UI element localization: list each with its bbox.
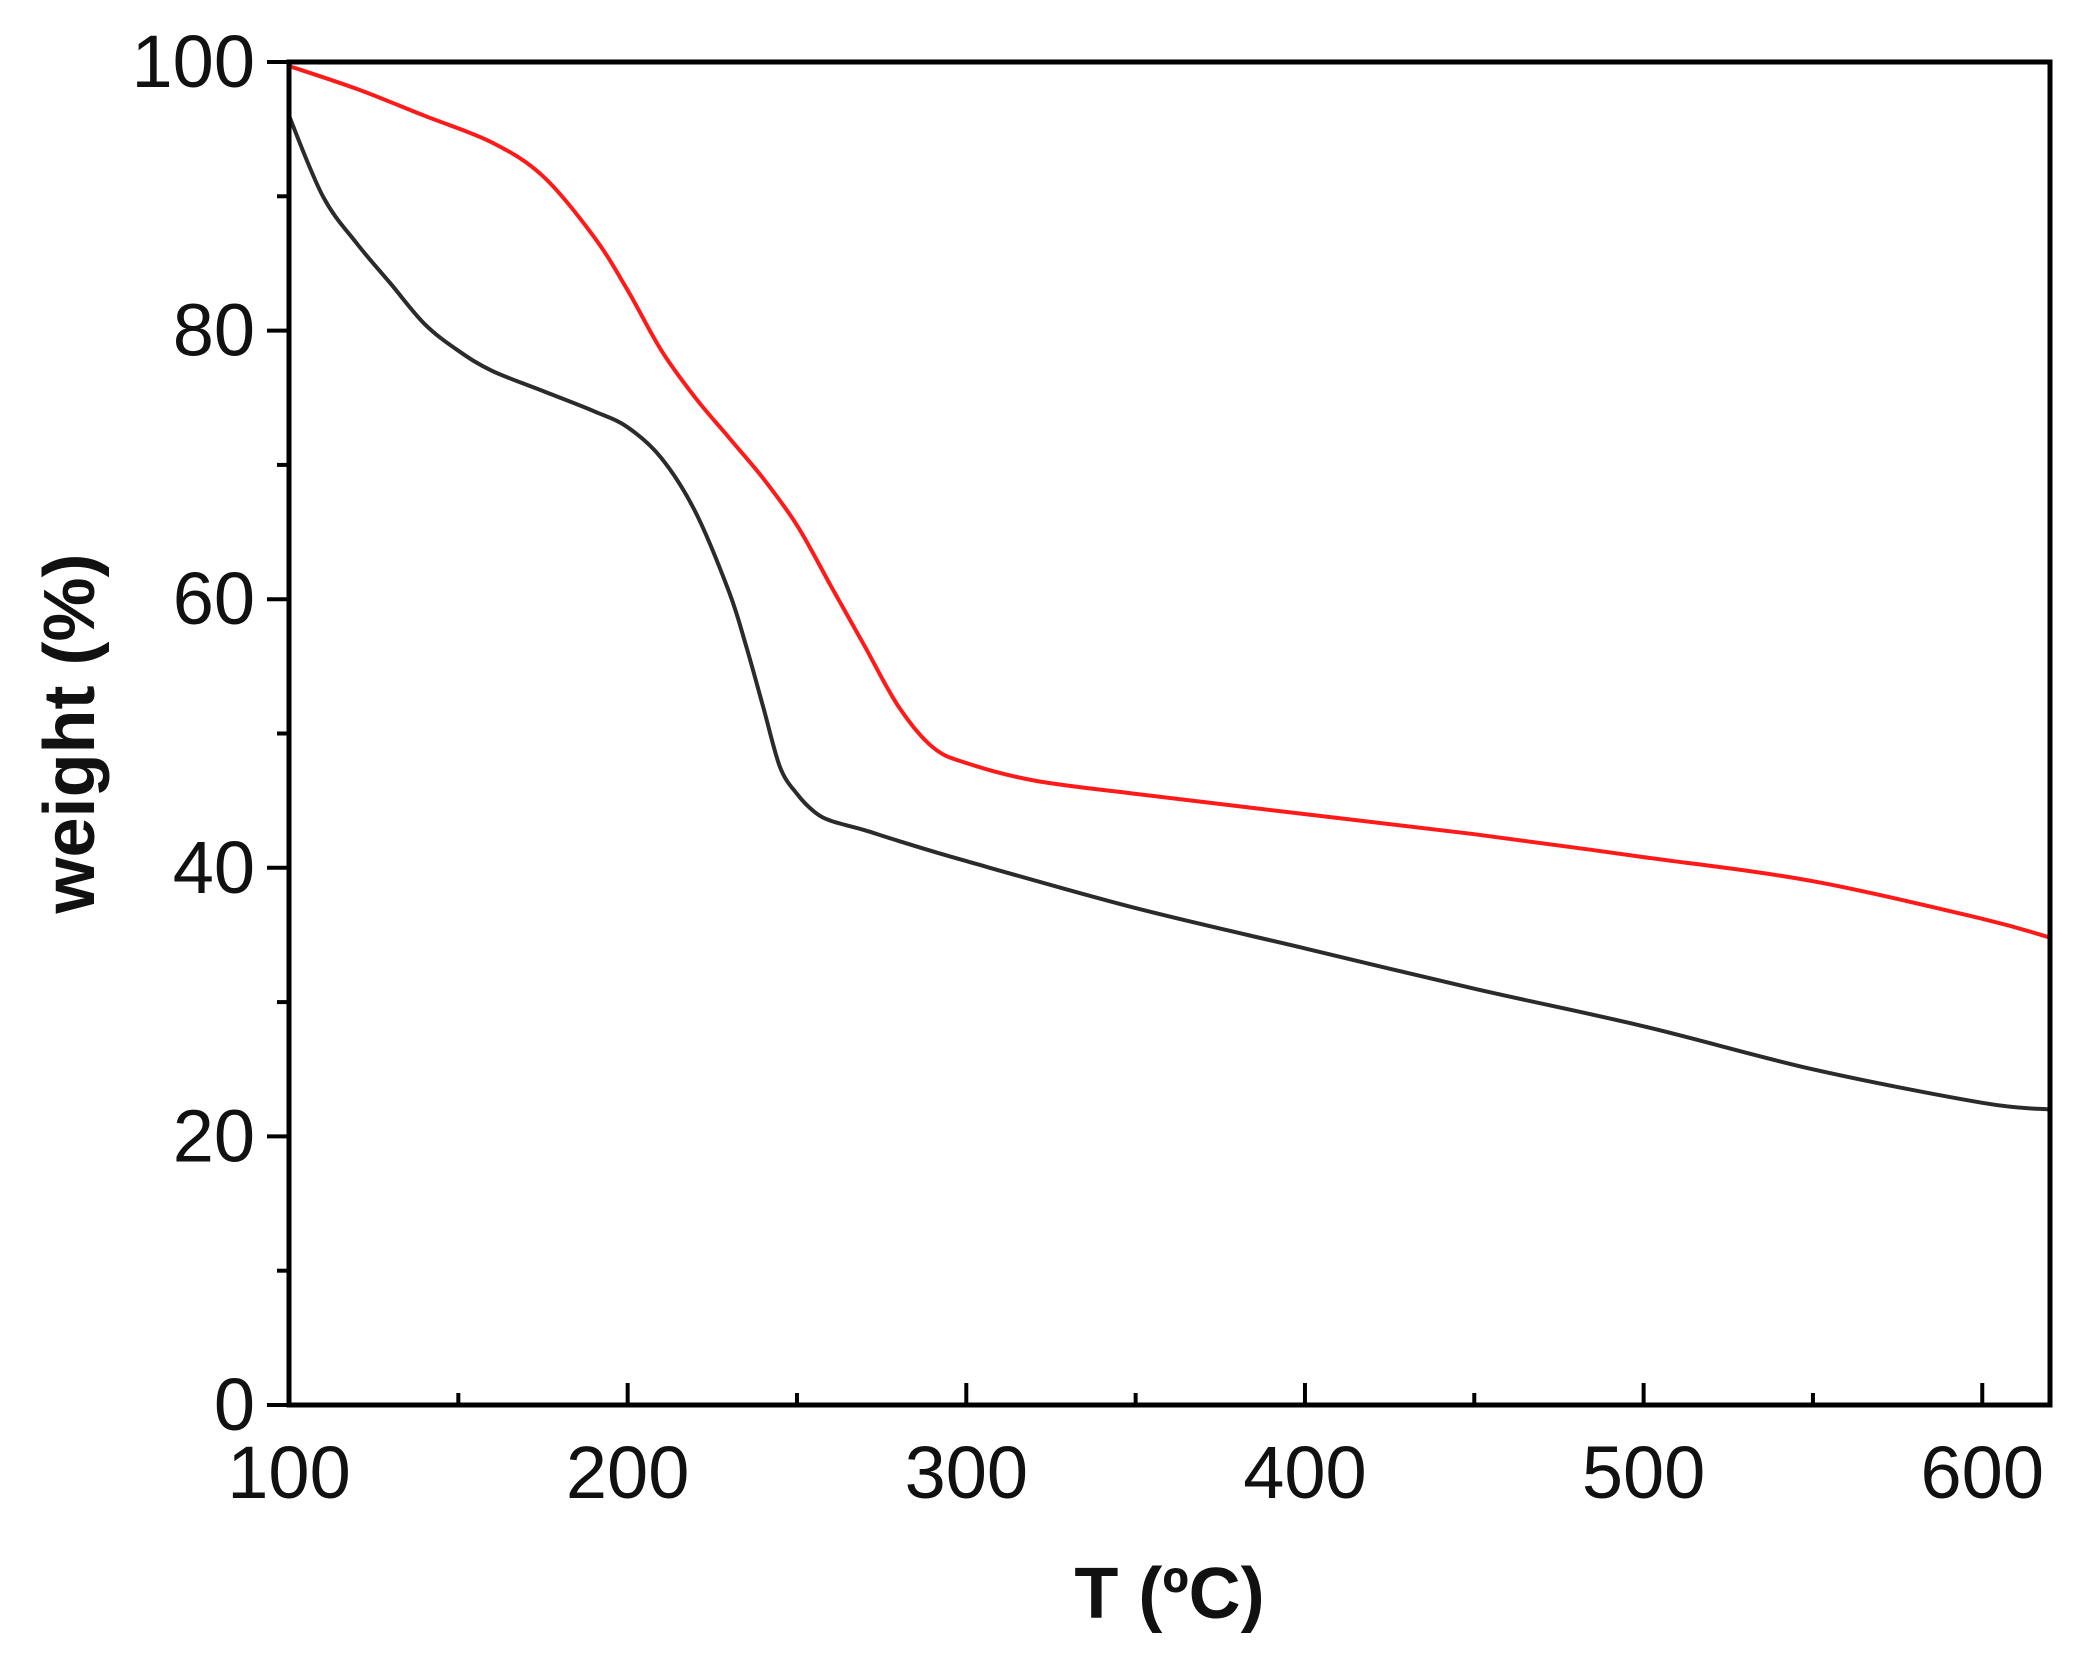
x-axis-title: T (ºC) bbox=[1074, 1554, 1264, 1634]
plot-frame bbox=[286, 59, 2053, 1408]
y-tick-label: 20 bbox=[173, 1094, 255, 1177]
y-tick-label: 80 bbox=[173, 289, 255, 372]
x-tick-label: 500 bbox=[1582, 1431, 1705, 1514]
x-tick-label: 300 bbox=[905, 1431, 1028, 1514]
tick-labels: 100 200 300 400 500 600 0 20 40 60 80 100 bbox=[132, 20, 2044, 1514]
x-tick-label: 200 bbox=[566, 1431, 689, 1514]
y-tick-label: 40 bbox=[173, 826, 255, 909]
series-line-1 bbox=[287, 64, 2052, 940]
y-tick-label: 100 bbox=[132, 20, 255, 103]
y-axis-title: weight (%) bbox=[30, 554, 110, 915]
x-tick-label: 400 bbox=[1243, 1431, 1366, 1514]
y-tick-label: 60 bbox=[173, 557, 255, 640]
series-line-2 bbox=[287, 113, 2052, 1112]
y-tick-label: 0 bbox=[214, 1363, 255, 1446]
x-tick-label: 600 bbox=[1921, 1431, 2044, 1514]
x-tick-label: 100 bbox=[227, 1431, 350, 1514]
data-series bbox=[287, 64, 2052, 1112]
